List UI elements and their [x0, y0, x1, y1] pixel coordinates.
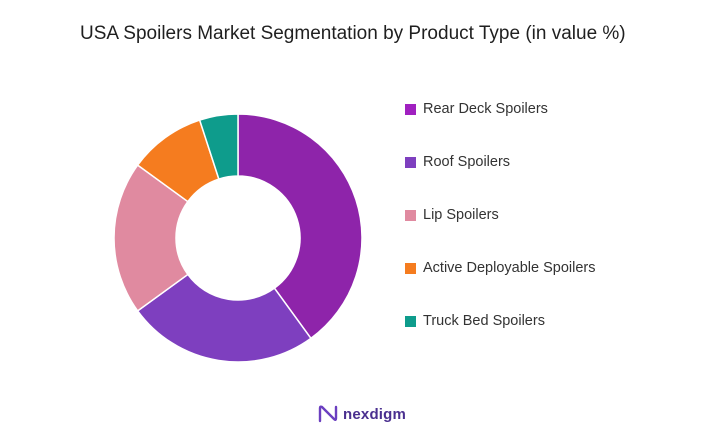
legend-swatch	[405, 210, 416, 221]
legend-item-lip-spoilers: Lip Spoilers	[405, 202, 705, 255]
legend-label: Active Deployable Spoilers	[423, 260, 596, 276]
legend-swatch	[405, 263, 416, 274]
legend-label: Rear Deck Spoilers	[423, 101, 548, 117]
donut-slice-truck-bed-spoilers	[198, 113, 239, 180]
legend-swatch	[405, 104, 416, 115]
legend-item-active-deployable-spoilers: Active Deployable Spoilers	[405, 255, 705, 308]
legend-label: Truck Bed Spoilers	[423, 313, 545, 329]
legend-item-roof-spoilers: Roof Spoilers	[405, 149, 705, 202]
brand-logo: nexdigm	[318, 405, 406, 423]
legend-label: Lip Spoilers	[423, 207, 499, 223]
chart-title: USA Spoilers Market Segmentation by Prod…	[80, 23, 626, 44]
donut-slice-lip-spoilers	[113, 164, 189, 312]
legend-swatch	[405, 316, 416, 327]
legend-item-truck-bed-spoilers: Truck Bed Spoilers	[405, 308, 705, 361]
legend-swatch	[405, 157, 416, 168]
chart-legend: Rear Deck Spoilers Roof Spoilers Lip Spo…	[405, 96, 705, 361]
legend-item-rear-deck-spoilers: Rear Deck Spoilers	[405, 96, 705, 149]
legend-label: Roof Spoilers	[423, 154, 511, 170]
nexdigm-logo-icon	[318, 405, 338, 423]
donut-slice-roof-spoilers	[136, 273, 312, 363]
donut-slice-rear-deck-spoilers	[237, 113, 363, 340]
brand-name: nexdigm	[343, 405, 407, 423]
